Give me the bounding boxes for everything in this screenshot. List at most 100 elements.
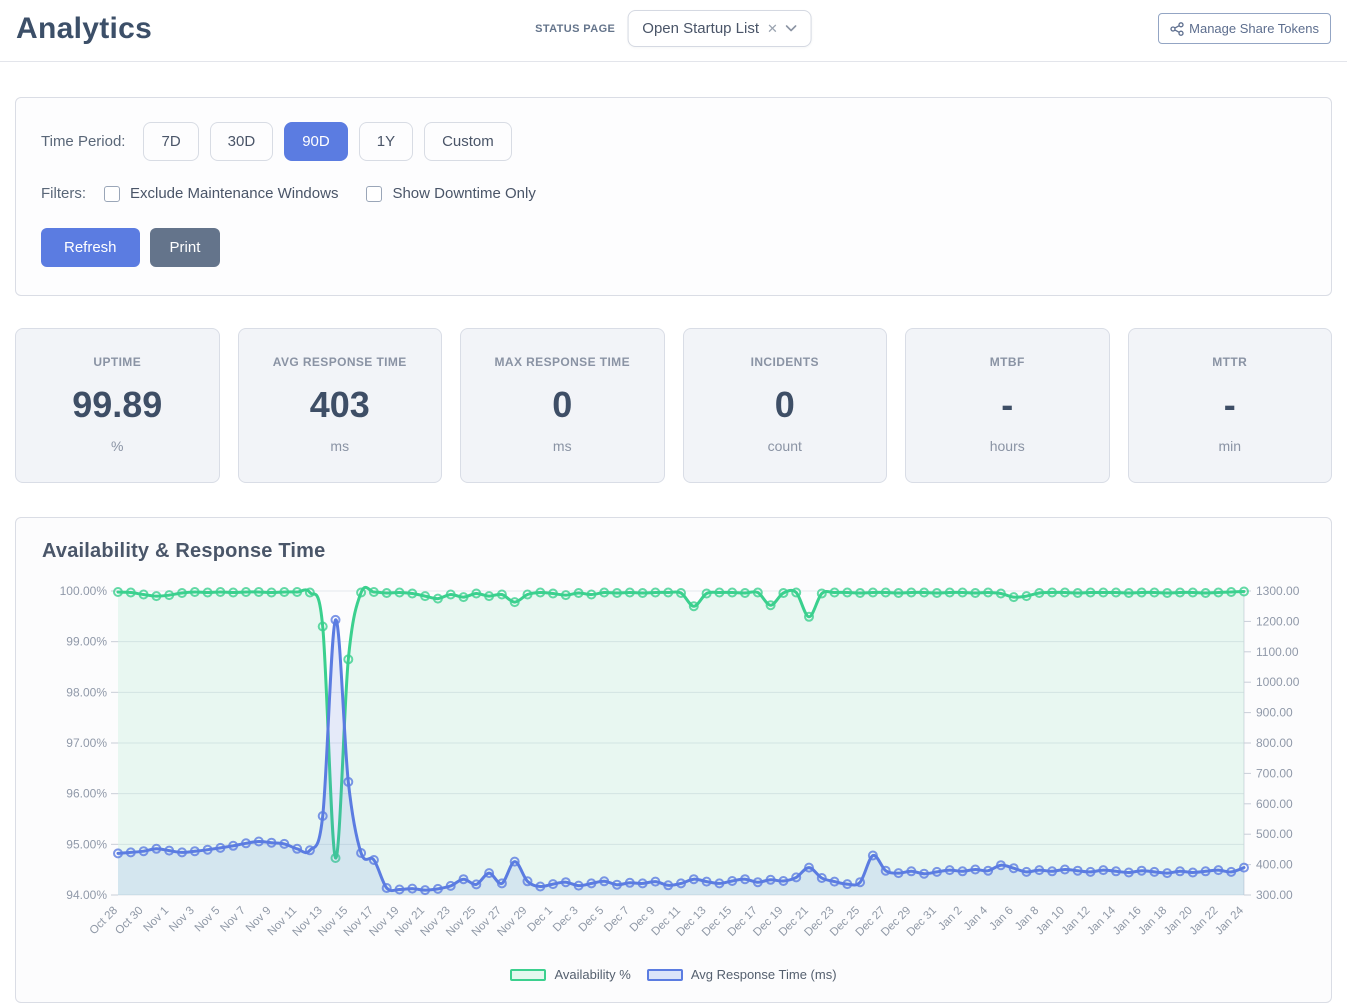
- refresh-button[interactable]: Refresh: [41, 228, 140, 267]
- data-point: [1239, 586, 1249, 597]
- data-point: [1162, 868, 1173, 879]
- stat-value: -: [1001, 384, 1014, 425]
- data-point: [202, 587, 213, 598]
- data-point: [458, 592, 469, 603]
- data-point: [1072, 865, 1083, 876]
- legend-label: Availability %: [554, 967, 631, 982]
- left-axis-label: 96.00%: [66, 787, 107, 801]
- data-point: [637, 878, 648, 889]
- left-axis-label: 97.00%: [66, 736, 107, 750]
- data-point: [445, 589, 456, 600]
- right-axis-label: 700.00: [1256, 766, 1293, 780]
- stat-label: MAX RESPONSE TIME: [494, 355, 630, 369]
- data-point: [970, 588, 981, 598]
- period-button-90d[interactable]: 90D: [284, 122, 348, 161]
- data-point: [740, 874, 750, 885]
- stat-cards-row: UPTIME 99.89 % AVG RESPONSE TIME 403 ms …: [15, 328, 1332, 483]
- availability--area: [118, 587, 1244, 895]
- data-point: [368, 855, 379, 865]
- legend-item-response-time[interactable]: Avg Response Time (ms): [646, 967, 837, 982]
- exclude-maintenance-checkbox-group[interactable]: Exclude Maintenance Windows: [104, 185, 338, 202]
- data-point: [1059, 587, 1070, 598]
- data-point: [650, 587, 661, 598]
- data-point: [1085, 866, 1096, 877]
- data-point: [1175, 587, 1185, 598]
- x-axis-label: Oct 28: [88, 905, 120, 937]
- data-point: [650, 876, 661, 887]
- data-point: [1059, 864, 1070, 875]
- data-point: [906, 587, 917, 598]
- x-axis-label: Jan 2: [936, 905, 964, 933]
- data-point: [330, 614, 341, 625]
- x-axis-label: Oct 30: [113, 905, 145, 937]
- stat-label: AVG RESPONSE TIME: [272, 355, 407, 369]
- x-axis-label: Dec 1: [525, 905, 555, 935]
- status-page-selector-group: STATUS PAGE Open Startup List ✕: [535, 10, 812, 47]
- data-point: [266, 837, 277, 848]
- left-axis-label: 94.00%: [66, 888, 107, 902]
- stat-card-mttr: MTTR - min: [1127, 328, 1332, 483]
- data-point: [407, 883, 418, 894]
- data-point: [586, 878, 597, 889]
- data-point: [701, 588, 712, 599]
- stat-value: 403: [309, 384, 370, 425]
- x-axis-label: Jan 4: [962, 904, 991, 933]
- data-point: [164, 845, 175, 856]
- data-point: [202, 844, 213, 855]
- show-downtime-checkbox[interactable]: [366, 185, 383, 202]
- data-point: [228, 587, 239, 598]
- data-point: [1111, 866, 1121, 877]
- legend-item-availability[interactable]: Availability %: [510, 967, 631, 982]
- exclude-maintenance-checkbox[interactable]: [104, 185, 120, 202]
- data-point: [241, 587, 251, 597]
- data-point: [1200, 588, 1211, 598]
- data-point: [304, 845, 315, 856]
- stat-label: MTTR: [1212, 355, 1248, 369]
- data-point: [983, 587, 994, 598]
- data-point: [496, 878, 507, 889]
- data-point: [816, 873, 827, 883]
- data-point: [944, 587, 955, 598]
- share-icon: [1170, 21, 1184, 36]
- x-axis-label: Jan 24: [1213, 904, 1246, 937]
- stat-unit: hours: [989, 438, 1025, 454]
- left-axis-label: 100.00%: [60, 584, 108, 598]
- period-button-custom[interactable]: Custom: [424, 122, 512, 161]
- status-page-select[interactable]: Open Startup List ✕: [627, 10, 812, 47]
- data-point: [548, 588, 558, 599]
- data-point: [535, 881, 546, 892]
- period-button-30d[interactable]: 30D: [209, 122, 274, 161]
- data-point: [125, 587, 136, 598]
- period-button-1y[interactable]: 1Y: [358, 122, 414, 161]
- data-point: [484, 868, 495, 879]
- stat-card-avg-response: AVG RESPONSE TIME 403 ms: [237, 328, 442, 483]
- data-point: [471, 879, 482, 890]
- x-axis-label: Jan 6: [987, 905, 1015, 933]
- data-point: [765, 874, 776, 885]
- data-point: [548, 879, 558, 890]
- data-point: [368, 587, 379, 597]
- data-point: [189, 587, 200, 597]
- data-point: [253, 587, 264, 597]
- stat-label: UPTIME: [93, 355, 142, 369]
- data-point: [164, 590, 175, 601]
- filters-label: Filters:: [41, 185, 86, 202]
- stat-label: MTBF: [989, 355, 1025, 369]
- data-point: [727, 587, 738, 598]
- data-point: [829, 587, 840, 598]
- data-point: [612, 879, 622, 890]
- x-axis-label: Dec 5: [577, 905, 607, 935]
- data-point: [330, 853, 341, 863]
- clear-selection-icon[interactable]: ✕: [767, 21, 778, 36]
- main-content: Time Period: 7D 30D 90D 1Y Custom Filter…: [0, 97, 1347, 1003]
- chart-canvas: 100.00% 99.00% 98.00% 97.00% 96.00% 95.00% 94.…: [60, 584, 1300, 939]
- data-point: [432, 883, 443, 894]
- data-point: [688, 601, 699, 612]
- data-point: [496, 589, 507, 600]
- manage-share-tokens-button[interactable]: Manage Share Tokens: [1158, 13, 1331, 44]
- print-button[interactable]: Print: [149, 228, 221, 267]
- show-downtime-checkbox-group[interactable]: Show Downtime Only: [366, 185, 536, 202]
- response-time-swatch-icon: [646, 968, 683, 981]
- data-point: [1175, 866, 1185, 877]
- period-button-7d[interactable]: 7D: [143, 122, 199, 161]
